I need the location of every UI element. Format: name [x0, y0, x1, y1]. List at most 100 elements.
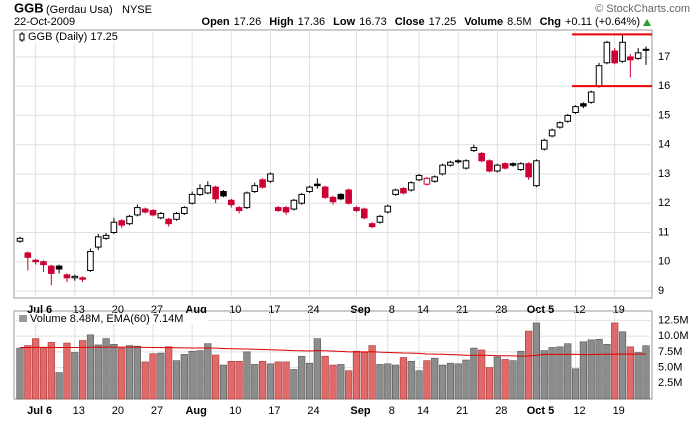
- candle-body: [611, 50, 619, 64]
- volume-bar: [258, 360, 267, 400]
- legend-bg: [18, 313, 208, 324]
- candle-body: [243, 192, 251, 209]
- volume-bar: [446, 362, 454, 400]
- candle-body: [642, 48, 650, 51]
- candle-body: [619, 41, 626, 62]
- candle-body: [361, 208, 368, 219]
- volume-bar: [548, 347, 556, 400]
- candle-body: [314, 183, 321, 187]
- x-tick-label: Aug: [185, 405, 206, 417]
- volume-bar: [579, 341, 587, 400]
- x-tick-label: 8: [389, 304, 395, 316]
- x-tick-label: 8: [389, 405, 395, 417]
- volume-bar: [368, 345, 376, 400]
- volume-bar: [188, 350, 196, 400]
- volume-bar: [110, 344, 118, 400]
- volume-bar: [235, 360, 243, 400]
- volume-bar: [321, 355, 329, 400]
- candle-body: [533, 160, 540, 187]
- candle-body: [40, 261, 47, 266]
- volume-bar: [251, 364, 259, 400]
- candle-body: [204, 185, 212, 194]
- x-tick-label: Sep: [350, 304, 370, 316]
- volume-bar: [290, 369, 298, 400]
- candle-body: [392, 189, 399, 195]
- y-tick-label: 15: [658, 109, 670, 121]
- quote-value: 8.5M: [507, 16, 531, 28]
- volume-bar: [462, 359, 470, 400]
- y-tick-label: 11: [658, 226, 669, 238]
- candle-body: [157, 212, 165, 219]
- candle-body: [173, 212, 180, 220]
- volume-bar: [391, 364, 400, 400]
- price-panel: [13, 29, 653, 299]
- volume-bar: [470, 347, 478, 400]
- volume-bar: [603, 344, 611, 400]
- x-tick-label: 17: [268, 304, 280, 316]
- candle-body: [321, 186, 329, 198]
- candle-body: [126, 215, 133, 225]
- x-tick-label: 13: [73, 405, 85, 417]
- quote-value: 16.73: [359, 16, 387, 28]
- x-tick-label: 10: [229, 405, 241, 417]
- volume-bar: [32, 338, 40, 400]
- y-tick-label: 9: [658, 285, 664, 297]
- volume-bar: [345, 370, 353, 400]
- volume-bar: [118, 347, 126, 400]
- volume-bar: [305, 362, 314, 400]
- x-tick-label: 27: [151, 304, 163, 316]
- x-tick-label: 12: [573, 405, 585, 417]
- x-tick-label: 28: [495, 304, 507, 316]
- volume-bar: [564, 343, 572, 400]
- candle-body: [55, 265, 63, 270]
- volume-bar: [204, 343, 212, 400]
- volume-bar: [611, 322, 619, 400]
- candle-body: [188, 193, 196, 204]
- volume-bar: [532, 322, 541, 400]
- x-tick-label: 14: [417, 304, 429, 316]
- x-tick-label: 13: [73, 304, 85, 316]
- candle-body: [235, 207, 243, 212]
- candle-body: [94, 236, 102, 248]
- candle-body: [540, 139, 548, 150]
- volume-bar: [86, 334, 95, 400]
- volume-bar: [133, 345, 141, 400]
- candle-body: [478, 152, 485, 162]
- candle-body: [603, 41, 611, 64]
- y-tick-label: 17: [658, 51, 670, 63]
- candle-body: [368, 223, 376, 228]
- candle-body: [141, 208, 149, 213]
- volume-bar: [415, 370, 423, 400]
- volume-bar: [454, 363, 462, 400]
- candle-body: [627, 56, 634, 61]
- x-tick-label: Sep: [350, 405, 370, 417]
- credit: © StockCharts.com: [595, 3, 690, 15]
- volume-bar: [423, 360, 431, 400]
- candle-body: [501, 163, 509, 169]
- volume-bar: [438, 364, 447, 400]
- plot-layer: 9 10 11 12 13 14 15 16 17 Jul 6 13 20 27 Aug 10 17 24 Sep…: [14, 30, 689, 417]
- volume-bar: [149, 353, 157, 400]
- candle-body: [306, 186, 313, 193]
- candle-body: [400, 188, 407, 194]
- x-tick-label: Oct 5: [527, 405, 555, 417]
- volume-bar: [55, 372, 63, 400]
- candle-body: [212, 186, 219, 200]
- volume-bar: [94, 344, 102, 400]
- candle-body: [298, 193, 305, 204]
- candle-body: [384, 205, 392, 213]
- volume-bar: [282, 361, 290, 400]
- x-tick-label: 28: [495, 405, 507, 417]
- volume-bar: [141, 361, 149, 400]
- exchange: NYSE: [122, 4, 152, 16]
- x-tick-label: 20: [112, 304, 124, 316]
- candle-body: [423, 177, 431, 185]
- volume-bar: [587, 339, 595, 400]
- candle-body: [251, 185, 259, 193]
- candle-body: [407, 182, 415, 191]
- candle-body: [79, 277, 86, 280]
- volume-bar: [63, 342, 71, 400]
- candle-body: [494, 164, 501, 172]
- volume-bar: [493, 356, 501, 400]
- x-tick-label: 21: [456, 405, 468, 417]
